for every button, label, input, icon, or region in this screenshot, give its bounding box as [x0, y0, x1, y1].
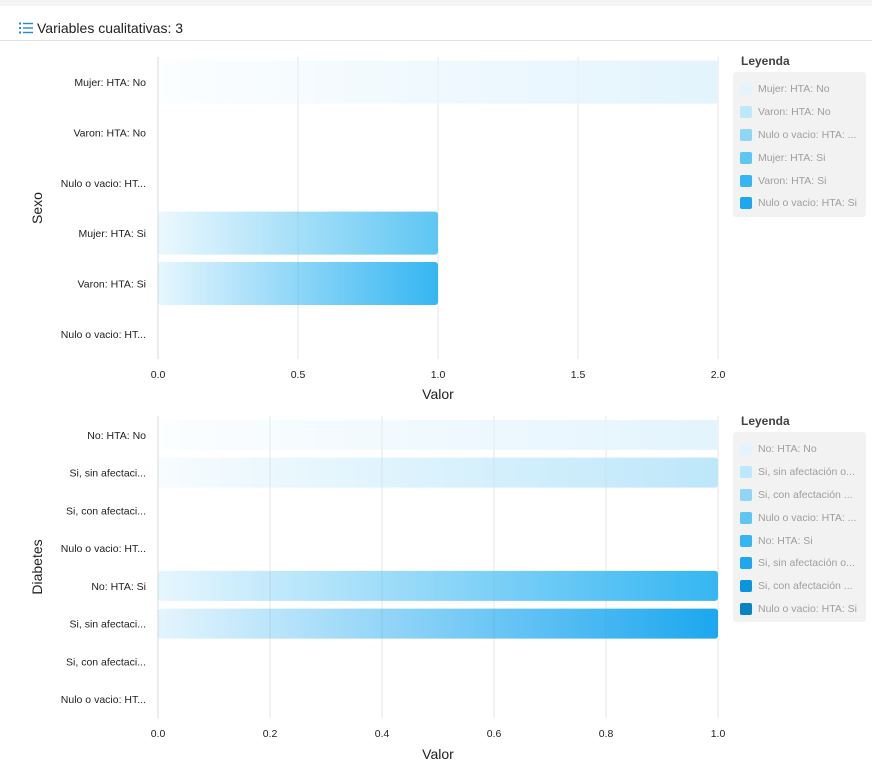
x-tick-label: 1.5 [571, 369, 586, 381]
legend-item[interactable]: Varon: HTA: No [733, 101, 866, 124]
category-label: Nulo o vacio: HT... [61, 329, 146, 341]
legend-label: Si, sin afectación o... [758, 466, 855, 479]
legend-swatch [740, 197, 752, 210]
x-tick-label: 0.8 [599, 728, 614, 740]
bar[interactable] [158, 419, 718, 450]
legend-item[interactable]: Nulo o vacio: HTA: ... [733, 506, 866, 529]
panel-header: Variables cualitativas: 3 [0, 6, 872, 41]
legend-sexo: Mujer: HTA: No Varon: HTA: No Nulo o vacio… [733, 72, 866, 217]
legend-swatch [740, 443, 752, 456]
legend-title: Leyenda [741, 54, 790, 68]
category-label: Si, con afectaci... [66, 505, 146, 517]
legend-item[interactable]: Nulo o vacio: HTA: Si [733, 192, 866, 215]
legend-title: Leyenda [741, 414, 790, 428]
category-label: Varon: HTA: Si [78, 279, 146, 291]
x-axis-title: Valor [422, 386, 454, 402]
bar[interactable] [158, 262, 438, 305]
legend-label: Si, con afectación ... [758, 580, 853, 593]
legend-label: Nulo o vacio: HTA: ... [758, 511, 857, 524]
legend-label: Varon: HTA: Si [758, 174, 827, 187]
legend-label: Varon: HTA: No [758, 106, 831, 119]
legend-item[interactable]: Si, sin afectación o... [733, 552, 866, 575]
x-tick-label: 1.0 [431, 369, 446, 381]
list-icon [19, 22, 33, 34]
x-tick-label: 0.6 [487, 728, 502, 740]
top-strip [0, 0, 872, 6]
legend-swatch [740, 557, 752, 570]
x-tick-label: 0.2 [263, 728, 278, 740]
y-axis-title: Sexo [29, 192, 45, 224]
legend-item[interactable]: Nulo o vacio: HTA: Si [733, 598, 866, 621]
legend-label: Mujer: HTA: Si [758, 151, 826, 164]
panel-title: Variables cualitativas: 3 [37, 20, 184, 36]
legend-label: Nulo o vacio: HTA: ... [758, 128, 857, 141]
legend-swatch [740, 128, 752, 141]
legend-label: Mujer: HTA: No [758, 83, 830, 96]
legend-item[interactable]: Mujer: HTA: No [733, 78, 866, 101]
legend-label: No: HTA: No [758, 443, 817, 456]
x-tick-label: 0.0 [151, 369, 166, 381]
category-label: Mujer: HTA: Si [79, 228, 146, 240]
category-label: Nulo o vacio: HT... [61, 694, 146, 706]
y-axis-title: Diabetes [29, 539, 45, 594]
legend-label: Si, sin afectación o... [758, 557, 855, 570]
x-tick-label: 0.4 [375, 728, 390, 740]
bar[interactable] [158, 60, 718, 104]
category-label: No: HTA: Si [91, 581, 146, 593]
legend-diabetes: No: HTA: No Si, sin afectación o... Si, co… [733, 432, 866, 622]
category-label: No: HTA: No [87, 430, 146, 442]
legend-item[interactable]: No: HTA: No [733, 438, 866, 461]
legend-item[interactable]: Nulo o vacio: HTA: ... [733, 124, 866, 147]
legend-label: Si, con afectación ... [758, 488, 853, 501]
legend-label: Nulo o vacio: HTA: Si [758, 197, 858, 210]
legend-label: Nulo o vacio: HTA: Si [758, 602, 858, 615]
legend-swatch [740, 174, 752, 187]
legend-swatch [740, 580, 752, 593]
legend-item[interactable]: No: HTA: Si [733, 529, 866, 552]
x-tick-label: 0.0 [151, 728, 166, 740]
legend-item[interactable]: Mujer: HTA: Si [733, 146, 866, 169]
category-label: Nulo o vacio: HT... [61, 543, 146, 555]
bar[interactable] [158, 608, 718, 639]
legend-swatch [740, 151, 752, 164]
category-label: Varon: HTA: No [73, 128, 146, 140]
legend-item[interactable]: Varon: HTA: Si [733, 169, 866, 192]
bar[interactable] [158, 570, 718, 601]
legend-swatch [740, 534, 752, 547]
chart-sexo: Mujer: HTA: No Varon: HTA: No Nulo o vacio… [29, 57, 726, 402]
legend-swatch [740, 466, 752, 479]
legend-item[interactable]: Si, con afectación ... [733, 484, 866, 507]
x-tick-label: 0.5 [291, 369, 306, 381]
legend-item[interactable]: Si, sin afectación o... [733, 461, 866, 484]
legend-swatch [740, 511, 752, 524]
legend-swatch [740, 488, 752, 501]
x-tick-label: 2.0 [711, 369, 726, 381]
bar[interactable] [158, 211, 438, 255]
legend-item[interactable]: Si, con afectación ... [733, 575, 866, 598]
x-tick-label: 1.0 [711, 728, 726, 740]
legend-label: No: HTA: Si [758, 534, 813, 547]
category-label: Si, con afectaci... [66, 656, 146, 668]
x-axis-title: Valor [422, 746, 454, 762]
bar[interactable] [158, 457, 718, 488]
category-label: Si, sin afectaci... [70, 619, 146, 631]
legend-swatch [740, 106, 752, 119]
category-label: Nulo o vacio: HT... [61, 178, 146, 190]
category-label: Mujer: HTA: No [74, 77, 146, 89]
legend-swatch [740, 602, 752, 615]
legend-swatch [740, 83, 752, 96]
category-label: Si, sin afectaci... [70, 468, 146, 480]
